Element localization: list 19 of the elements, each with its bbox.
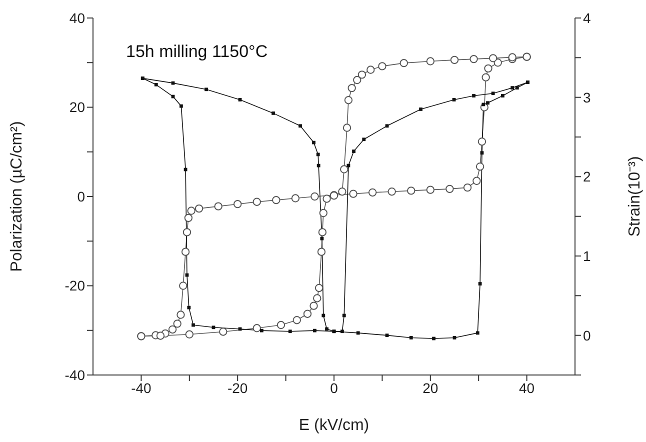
y2-tick-label: 1 bbox=[583, 248, 591, 264]
y2-tick-label: 0 bbox=[583, 327, 591, 344]
y-tick-label: -40 bbox=[64, 366, 86, 383]
x-tick-label: -40 bbox=[131, 380, 152, 396]
annotation: 15h milling 1150°C bbox=[126, 42, 268, 62]
y2-tick-label: 4 bbox=[583, 10, 591, 26]
x-axis-title: E (kV/cm) bbox=[298, 417, 370, 434]
y2-tick-label: 3 bbox=[583, 89, 591, 106]
x-tick-label: 0 bbox=[330, 380, 338, 396]
y-tick-label: 40 bbox=[69, 10, 86, 26]
x-tick-label: 40 bbox=[519, 380, 535, 396]
y-tick-label: 20 bbox=[69, 99, 86, 116]
y2-tick-label: 2 bbox=[583, 168, 591, 185]
y-tick-label: -20 bbox=[64, 278, 86, 294]
y-axis-title: Polarization (µC/cm²) bbox=[8, 121, 26, 272]
y2-axis-title: Strain(10⁻³) bbox=[626, 156, 644, 237]
x-tick-label: -20 bbox=[227, 380, 248, 396]
y-tick-label: 0 bbox=[77, 188, 86, 204]
x-tick-label: 20 bbox=[422, 380, 438, 396]
